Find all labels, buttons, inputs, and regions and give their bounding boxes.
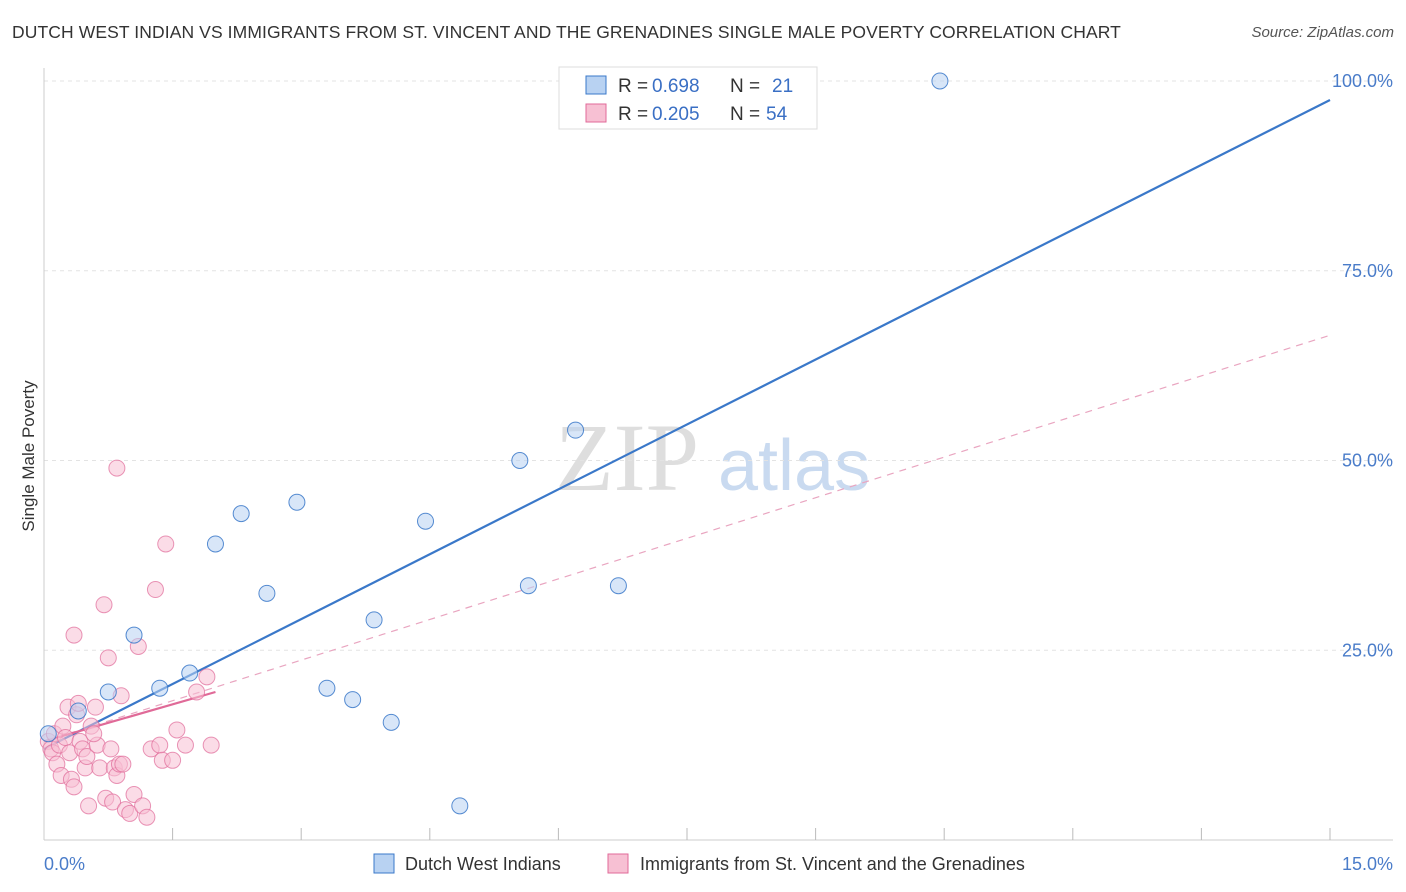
- point-dutch-west-indians-6: [206, 535, 224, 553]
- chart-title: DUTCH WEST INDIAN VS IMMIGRANTS FROM ST.…: [12, 22, 1121, 42]
- legend-r-label-pink: R =: [618, 104, 648, 125]
- gridlines: [44, 80, 1393, 651]
- point-dutch-west-indians-20: [931, 72, 949, 90]
- series-dutch-west-indians-points: [39, 72, 949, 815]
- point-dutch-west-indians-3: [125, 626, 143, 644]
- axes: [43, 68, 1393, 841]
- point-immigrants-46: [157, 535, 175, 553]
- point-immigrants-29: [104, 793, 122, 811]
- trend-lines: [43, 98, 1331, 750]
- point-immigrants-35: [114, 755, 132, 773]
- x-tick-labels: 0.0% 15.0%: [44, 854, 1393, 874]
- point-dutch-west-indians-10: [318, 679, 336, 697]
- watermark-zip: ZIP: [555, 404, 699, 511]
- point-dutch-west-indians-15: [451, 797, 469, 815]
- watermark-atlas: atlas: [718, 426, 870, 506]
- point-immigrants-38: [125, 785, 143, 803]
- point-immigrants-12: [65, 626, 83, 644]
- point-dutch-west-indians-17: [519, 577, 537, 595]
- point-dutch-west-indians-13: [382, 713, 400, 731]
- point-dutch-west-indians-19: [609, 577, 627, 595]
- legend-n-value-pink: 54: [766, 104, 788, 125]
- point-immigrants-53: [85, 725, 103, 743]
- legend-swatch-pink: [585, 103, 607, 123]
- point-immigrants-50: [188, 683, 206, 701]
- point-immigrants-28: [102, 740, 120, 758]
- point-immigrants-49: [176, 736, 194, 754]
- point-immigrants-48: [168, 721, 186, 739]
- point-dutch-west-indians-0: [39, 725, 57, 743]
- y-axis-title: Single Male Poverty: [19, 380, 38, 532]
- trend-line-dutch-west-indians: [43, 98, 1331, 750]
- point-dutch-west-indians-2: [99, 683, 117, 701]
- point-immigrants-8: [56, 729, 74, 747]
- point-dutch-west-indians-8: [258, 584, 276, 602]
- point-immigrants-25: [95, 596, 113, 614]
- point-immigrants-37: [121, 804, 139, 822]
- source-label: Source: ZipAtlas.com: [1251, 24, 1394, 41]
- point-dutch-west-indians-1: [69, 702, 87, 720]
- x-tick-label-max: 15.0%: [1342, 854, 1393, 874]
- point-immigrants-13: [65, 778, 83, 796]
- y-tick-labels: 25.0% 50.0% 75.0% 100.0%: [1332, 71, 1393, 660]
- legend-r-label-blue: R =: [618, 76, 648, 97]
- legend-swatch-blue: [585, 75, 607, 95]
- point-immigrants-51: [198, 668, 216, 686]
- bottom-legend-label-pink: Immigrants from St. Vincent and the Gren…: [640, 854, 1025, 874]
- point-immigrants-24: [91, 759, 109, 777]
- x-ticks: [172, 828, 1331, 840]
- legend-n-label-pink: N =: [730, 104, 760, 125]
- bottom-legend-swatch-blue: [373, 853, 395, 874]
- point-immigrants-44: [151, 736, 169, 754]
- point-immigrants-19: [78, 748, 96, 766]
- point-immigrants-52: [202, 736, 220, 754]
- point-dutch-west-indians-16: [511, 452, 529, 469]
- point-immigrants-47: [164, 751, 182, 769]
- trend-line-immigrants-dashed: [43, 334, 1331, 742]
- point-dutch-west-indians-7: [232, 505, 250, 523]
- y-tick-label-2: 75.0%: [1342, 261, 1393, 281]
- point-dutch-west-indians-12: [365, 611, 383, 629]
- point-dutch-west-indians-14: [417, 512, 435, 530]
- point-dutch-west-indians-5: [181, 664, 199, 682]
- point-dutch-west-indians-9: [288, 493, 306, 511]
- point-immigrants-27: [99, 649, 117, 667]
- top-legend: R = 0.698 N = 21 R = 0.205 N = 54: [558, 66, 818, 130]
- point-immigrants-31: [108, 459, 126, 477]
- point-immigrants-41: [138, 808, 156, 826]
- y-tick-label-0: 25.0%: [1342, 640, 1393, 660]
- point-immigrants-20: [80, 797, 98, 815]
- point-immigrants-43: [146, 581, 164, 599]
- legend-n-value-blue: 21: [772, 76, 793, 97]
- point-dutch-west-indians-18: [567, 421, 585, 439]
- point-immigrants-22: [86, 698, 104, 716]
- legend-r-value-blue: 0.698: [652, 76, 700, 97]
- point-dutch-west-indians-4: [151, 679, 169, 697]
- legend-n-label-blue: N =: [730, 76, 760, 97]
- x-tick-label-min: 0.0%: [44, 854, 85, 874]
- point-dutch-west-indians-11: [344, 691, 362, 709]
- bottom-legend: Dutch West Indians Immigrants from St. V…: [373, 853, 1025, 874]
- y-tick-label-1: 50.0%: [1342, 451, 1393, 471]
- bottom-legend-label-blue: Dutch West Indians: [405, 854, 561, 874]
- y-tick-label-3: 100.0%: [1332, 71, 1393, 91]
- legend-r-value-pink: 0.205: [652, 104, 700, 125]
- bottom-legend-swatch-pink: [607, 853, 629, 874]
- watermark: ZIP atlas: [555, 404, 870, 511]
- series-immigrants-points: [39, 459, 220, 826]
